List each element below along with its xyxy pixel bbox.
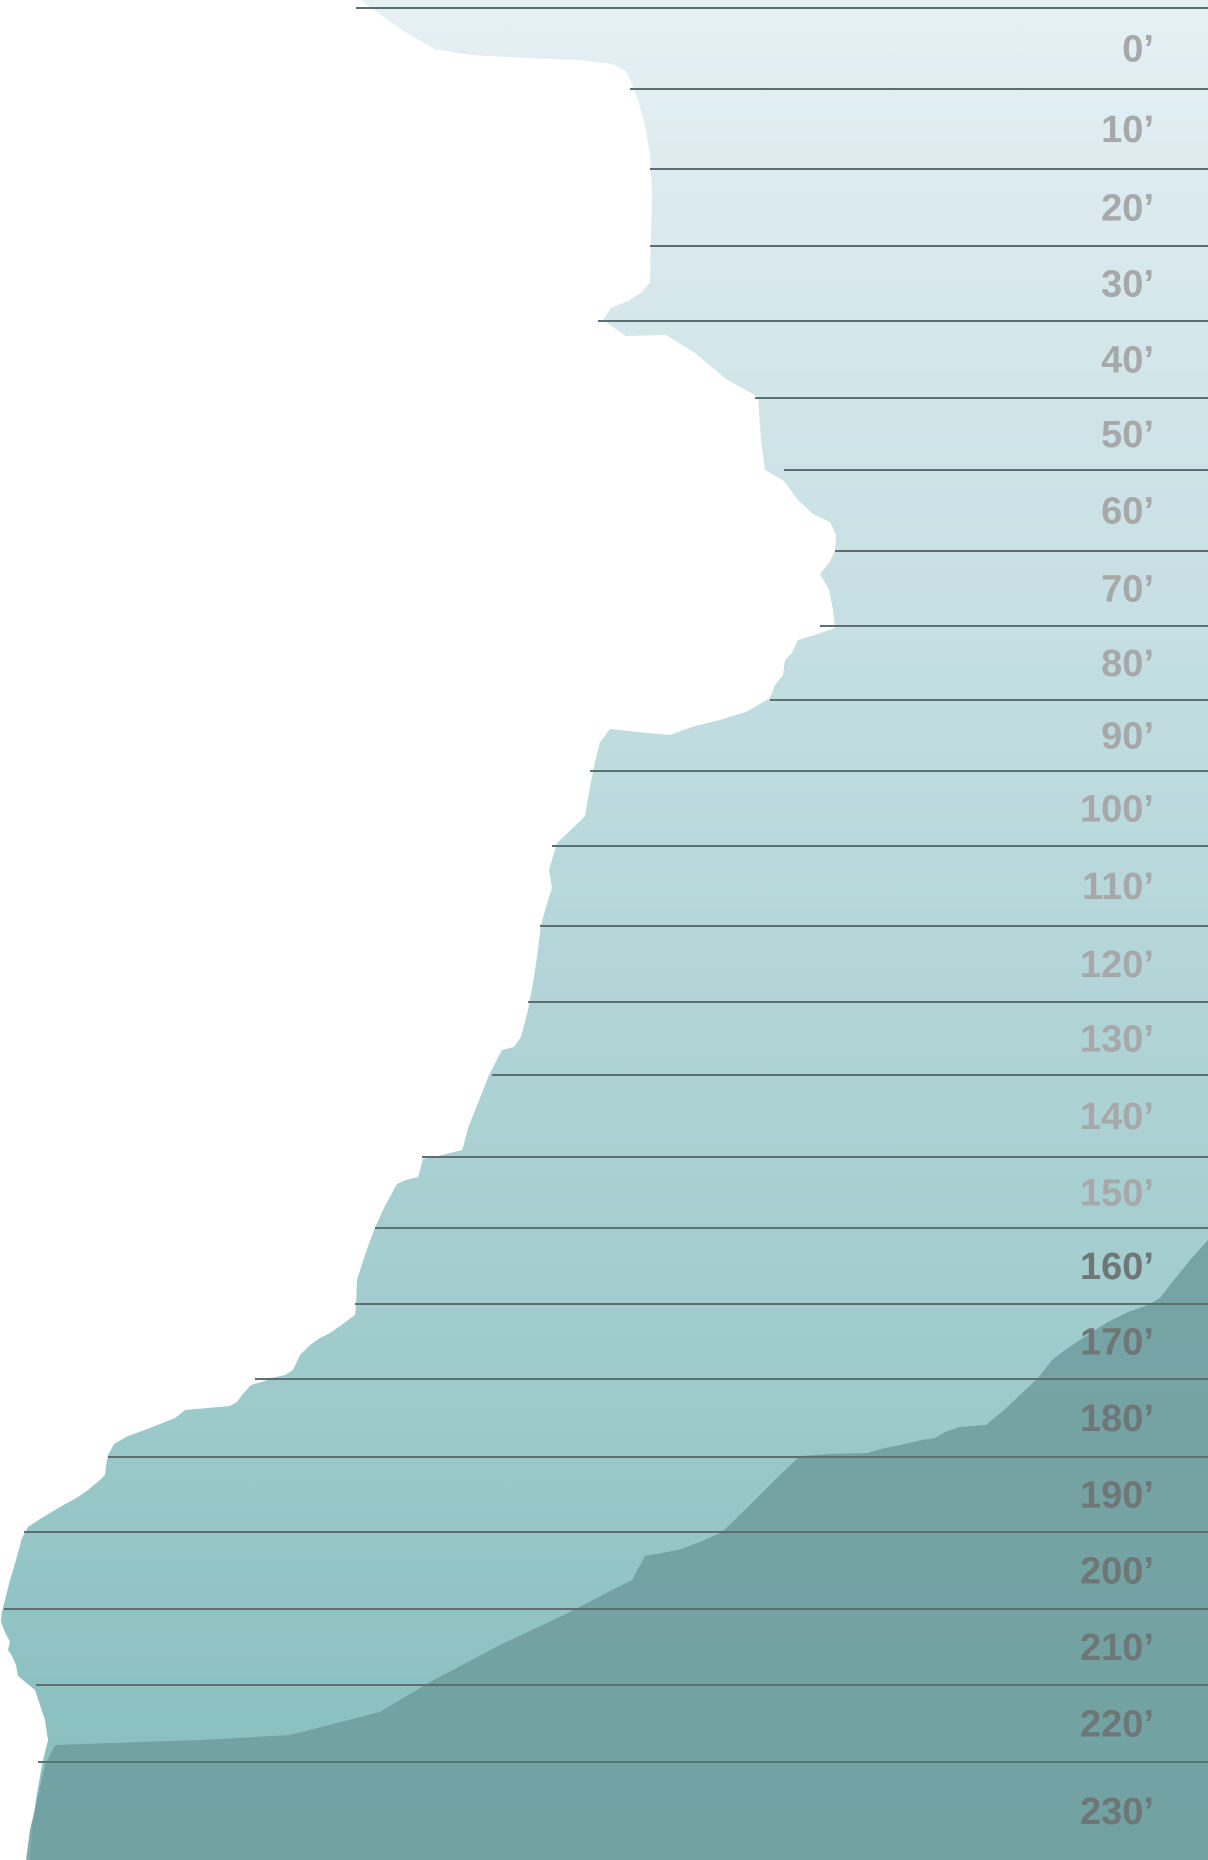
depth-label-140: 140’ — [1080, 1096, 1154, 1138]
seabed-rock — [26, 1240, 1208, 1860]
depth-label-190: 190’ — [1080, 1475, 1154, 1517]
depth-label-50: 50’ — [1101, 414, 1154, 456]
depth-label-90: 90’ — [1101, 716, 1154, 758]
cliff-face — [0, 0, 836, 1860]
depth-label-110: 110’ — [1082, 866, 1154, 908]
depth-labels: 0’ 10’ 20’ 30’ 40’ 50’ 60’ 70’ 80’ 90’ 1… — [1080, 29, 1154, 1834]
depth-label-80: 80’ — [1101, 643, 1154, 685]
depth-label-120: 120’ — [1080, 944, 1154, 986]
depth-label-210: 210’ — [1080, 1627, 1154, 1669]
depth-label-200: 200’ — [1080, 1551, 1154, 1593]
depth-label-40: 40’ — [1101, 340, 1154, 382]
depth-label-230: 230’ — [1080, 1791, 1154, 1833]
depth-lines — [4, 7, 1208, 1763]
depth-label-0: 0’ — [1122, 29, 1154, 71]
depth-label-180: 180’ — [1080, 1398, 1154, 1440]
depth-label-60: 60’ — [1101, 491, 1154, 533]
depth-label-170: 170’ — [1080, 1322, 1154, 1364]
depth-label-220: 220’ — [1080, 1704, 1154, 1746]
depth-label-160: 160’ — [1080, 1246, 1154, 1288]
depth-label-70: 70’ — [1101, 569, 1154, 611]
depth-label-10: 10’ — [1101, 109, 1154, 151]
depth-label-150: 150’ — [1080, 1173, 1154, 1215]
depth-label-130: 130’ — [1080, 1019, 1154, 1061]
depth-label-100: 100’ — [1080, 789, 1154, 831]
depth-label-30: 30’ — [1101, 264, 1154, 306]
depth-label-20: 20’ — [1101, 188, 1154, 230]
